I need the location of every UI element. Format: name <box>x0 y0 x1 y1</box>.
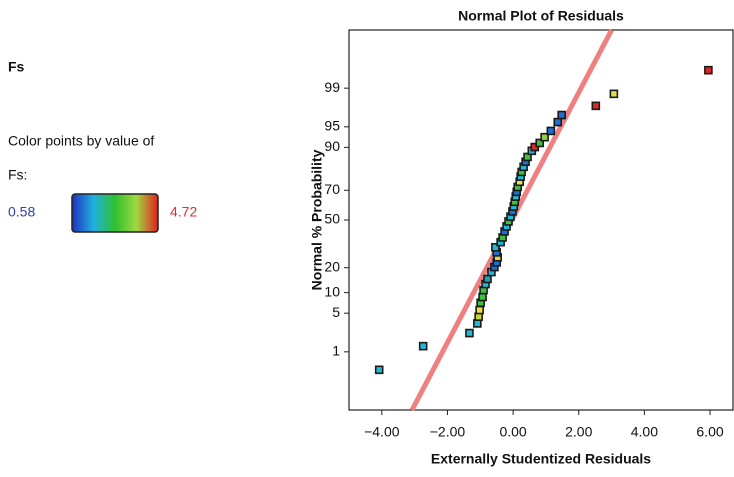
point <box>557 110 566 120</box>
point <box>553 117 563 127</box>
point <box>478 292 487 302</box>
color-scale <box>71 193 159 233</box>
point <box>591 101 601 111</box>
y-tick-label: 20 <box>324 258 340 274</box>
point <box>483 274 492 284</box>
point <box>535 138 544 148</box>
x-tick-label: 0.00 <box>499 424 526 440</box>
max-label: 4.72 <box>170 204 197 220</box>
y-tick-label: 1 <box>332 343 340 359</box>
min-label: 0.58 <box>8 204 35 220</box>
chart-title: Normal Plot of Residuals <box>458 8 624 24</box>
x-tick-label: 2.00 <box>565 424 592 440</box>
point <box>546 126 556 136</box>
y-tick-label: 5 <box>332 304 340 320</box>
point <box>609 89 619 99</box>
point <box>540 132 549 142</box>
x-tick-label: −4.00 <box>364 424 400 440</box>
point <box>418 341 428 351</box>
point <box>374 365 384 375</box>
point <box>491 242 500 252</box>
point <box>704 65 713 75</box>
x-axis-label: Externally Studentized Residuals <box>431 451 651 467</box>
y-tick-label: 50 <box>324 211 340 227</box>
point <box>465 328 474 338</box>
point <box>475 305 484 315</box>
variable: Fs: <box>8 167 27 183</box>
y-tick-label: 99 <box>324 79 340 95</box>
plot-frame <box>348 29 734 411</box>
y-tick-label: 90 <box>324 138 340 154</box>
sidebar-title: Fs <box>8 59 25 75</box>
y-axis-label: Normal % Probability <box>309 149 325 290</box>
x-tick-label: 6.00 <box>696 424 723 440</box>
caption: Color points by value of <box>8 133 154 149</box>
y-tick-label: 10 <box>324 283 340 299</box>
x-tick-label: −2.00 <box>430 424 466 440</box>
y-tick-label: 70 <box>324 181 340 197</box>
y-tick-label: 95 <box>324 117 340 133</box>
x-tick-label: 4.00 <box>631 424 658 440</box>
